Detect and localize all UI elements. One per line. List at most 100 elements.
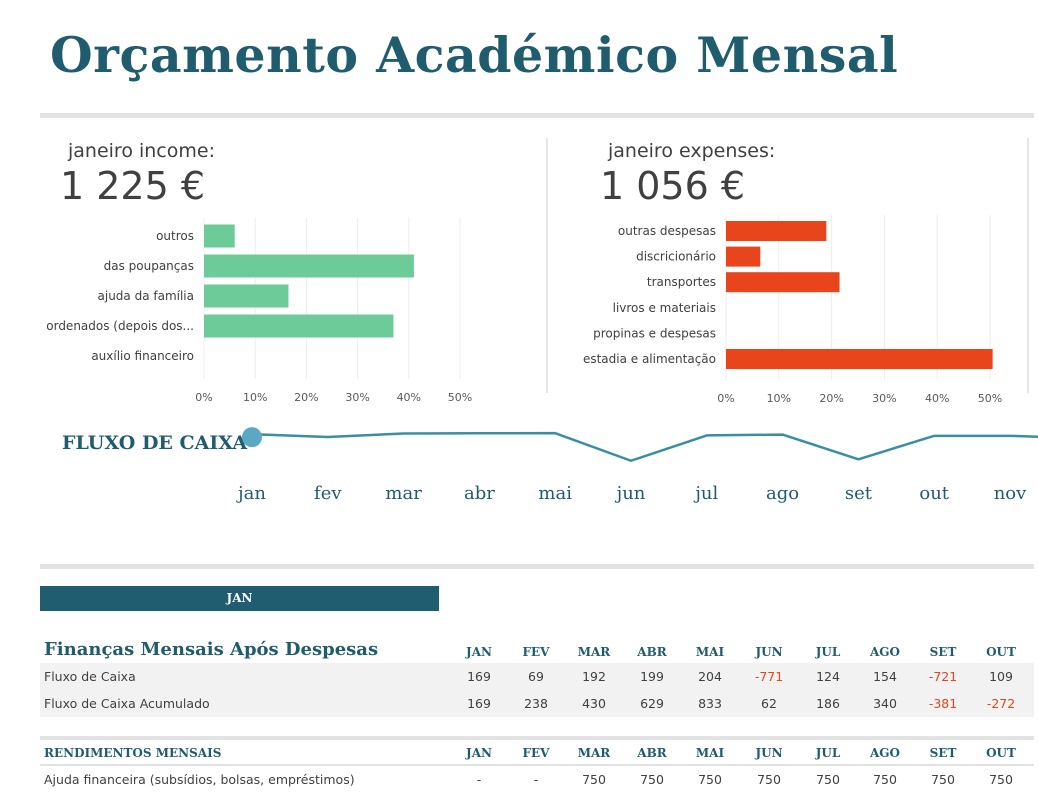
expense-bar <box>726 221 827 241</box>
summary-row-label: Fluxo de Caixa <box>44 669 136 684</box>
panel-divider-right <box>1027 138 1029 393</box>
income-label: janeiro income: <box>68 140 215 162</box>
summary-col-header: MAI <box>695 645 725 659</box>
expense-tick-label: 0% <box>717 392 734 405</box>
summary-cell: 69 <box>528 669 544 684</box>
income-table-cell: 750 <box>757 772 781 787</box>
cashflow-month-ago: ago <box>766 483 800 504</box>
income-table-col-header: MAR <box>577 746 611 760</box>
expenses-total: 1 056 € <box>600 164 746 208</box>
income-table-col-header: JUN <box>755 746 783 760</box>
summary-col-header: FEV <box>522 645 550 659</box>
cashflow-month-mai: mai <box>538 483 572 504</box>
income-table-cell: 750 <box>698 772 722 787</box>
summary-title: Finanças Mensais Após Despesas <box>44 639 379 660</box>
income-table-divider <box>40 736 1034 740</box>
cashflow-label: FLUXO DE CAIXA <box>62 432 248 454</box>
summary-cell: 204 <box>698 669 722 684</box>
cashflow-month-fev: fev <box>314 483 342 504</box>
expense-bar <box>726 349 993 369</box>
cashflow-month-jan: jan <box>238 483 266 504</box>
selected-month-tab[interactable]: JAN <box>40 586 439 611</box>
cashflow-month-set: set <box>844 483 872 504</box>
cashflow-line-chart <box>242 427 1038 462</box>
income-category-label: ordenados (depois dos... <box>46 319 194 333</box>
expense-category-label: transportes <box>647 275 716 289</box>
income-category-label: auxílio financeiro <box>91 349 194 363</box>
income-table-col-header: OUT <box>986 746 1016 760</box>
income-table-col-header: JAN <box>466 746 492 760</box>
expense-category-label: outras despesas <box>618 224 716 238</box>
expense-category-label: discricionário <box>636 250 716 264</box>
income-tick-label: 40% <box>397 391 421 404</box>
panel-divider <box>546 138 548 393</box>
expense-bar <box>726 272 840 293</box>
income-tick-label: 30% <box>345 391 369 404</box>
income-table-col-header: JUL <box>815 746 841 760</box>
cashflow-month-jun: jun <box>616 483 646 504</box>
summary-cell: 62 <box>761 696 777 711</box>
summary-cell: 124 <box>816 669 840 684</box>
summary-row-label: Fluxo de Caixa Acumulado <box>44 696 210 711</box>
income-category-label: outros <box>156 229 194 243</box>
top-divider <box>40 113 1034 118</box>
summary-cell: 199 <box>640 669 664 684</box>
income-category-label: ajuda da família <box>98 289 195 303</box>
mid-divider <box>40 564 1034 569</box>
summary-cell: 629 <box>640 696 664 711</box>
page-title: Orçamento Académico Mensal <box>50 26 899 84</box>
cashflow-month-out: out <box>919 483 950 504</box>
summary-col-header: AGO <box>869 645 901 659</box>
income-table-cell: 750 <box>989 772 1013 787</box>
income-table-title: RENDIMENTOS MENSAIS <box>44 746 222 760</box>
summary-cell: 169 <box>467 696 491 711</box>
expense-tick-label: 20% <box>819 392 843 405</box>
summary-table-row <box>40 663 1034 690</box>
cashflow-series-line <box>251 431 1038 462</box>
income-table-cell: 750 <box>931 772 955 787</box>
summary-col-header: OUT <box>986 645 1016 659</box>
summary-cell: -771 <box>754 669 784 684</box>
cashflow-month-abr: abr <box>463 483 495 504</box>
income-table-cell: 750 <box>582 772 606 787</box>
expense-bar <box>726 246 761 267</box>
income-bar <box>204 314 394 338</box>
expenses-label: janeiro expenses: <box>608 140 776 162</box>
income-bar-chart: 0% 10% 20% 30% 40% 50% outros das poupanças ajud… <box>46 218 472 404</box>
expense-category-label: estadia e alimentação <box>583 352 716 366</box>
expense-category-label: livros e materiais <box>613 301 716 315</box>
summary-table-row <box>40 690 1034 717</box>
income-table-header-divider <box>40 764 1034 766</box>
summary-col-header: JUN <box>755 645 783 659</box>
cashflow-highlight-point[interactable] <box>242 427 262 448</box>
income-table-cell: 750 <box>816 772 840 787</box>
summary-col-header: JAN <box>466 645 492 659</box>
expenses-bar-chart: 0% 10% 20% 30% 40% 50% outras despesas discrici… <box>583 215 1002 405</box>
income-bar <box>204 224 235 248</box>
income-table-cell: 750 <box>640 772 664 787</box>
income-total: 1 225 € <box>60 164 206 208</box>
summary-cell: 109 <box>989 669 1013 684</box>
income-tick-label: 50% <box>448 391 472 404</box>
summary-cell: 169 <box>467 669 491 684</box>
summary-cell: 340 <box>873 696 897 711</box>
income-table-col-header: AGO <box>869 746 901 760</box>
summary-col-header: SET <box>929 645 957 659</box>
summary-cell: -721 <box>928 669 958 684</box>
income-tick-label: 20% <box>294 391 318 404</box>
summary-cell: 238 <box>524 696 548 711</box>
income-table-cell: - <box>476 772 482 787</box>
summary-cell: 430 <box>582 696 606 711</box>
income-table-col-header: SET <box>929 746 957 760</box>
income-table-col-header: ABR <box>637 746 667 760</box>
expense-tick-label: 10% <box>767 392 791 405</box>
expense-category-label: propinas e despesas <box>593 326 716 340</box>
summary-col-header: MAR <box>577 645 611 659</box>
expense-tick-label: 50% <box>978 392 1002 405</box>
income-bar <box>204 284 289 308</box>
income-tick-label: 10% <box>243 391 267 404</box>
income-table-col-header: FEV <box>522 746 550 760</box>
summary-cell: -272 <box>986 696 1016 711</box>
summary-col-header: ABR <box>637 645 667 659</box>
summary-col-header: JUL <box>815 645 841 659</box>
